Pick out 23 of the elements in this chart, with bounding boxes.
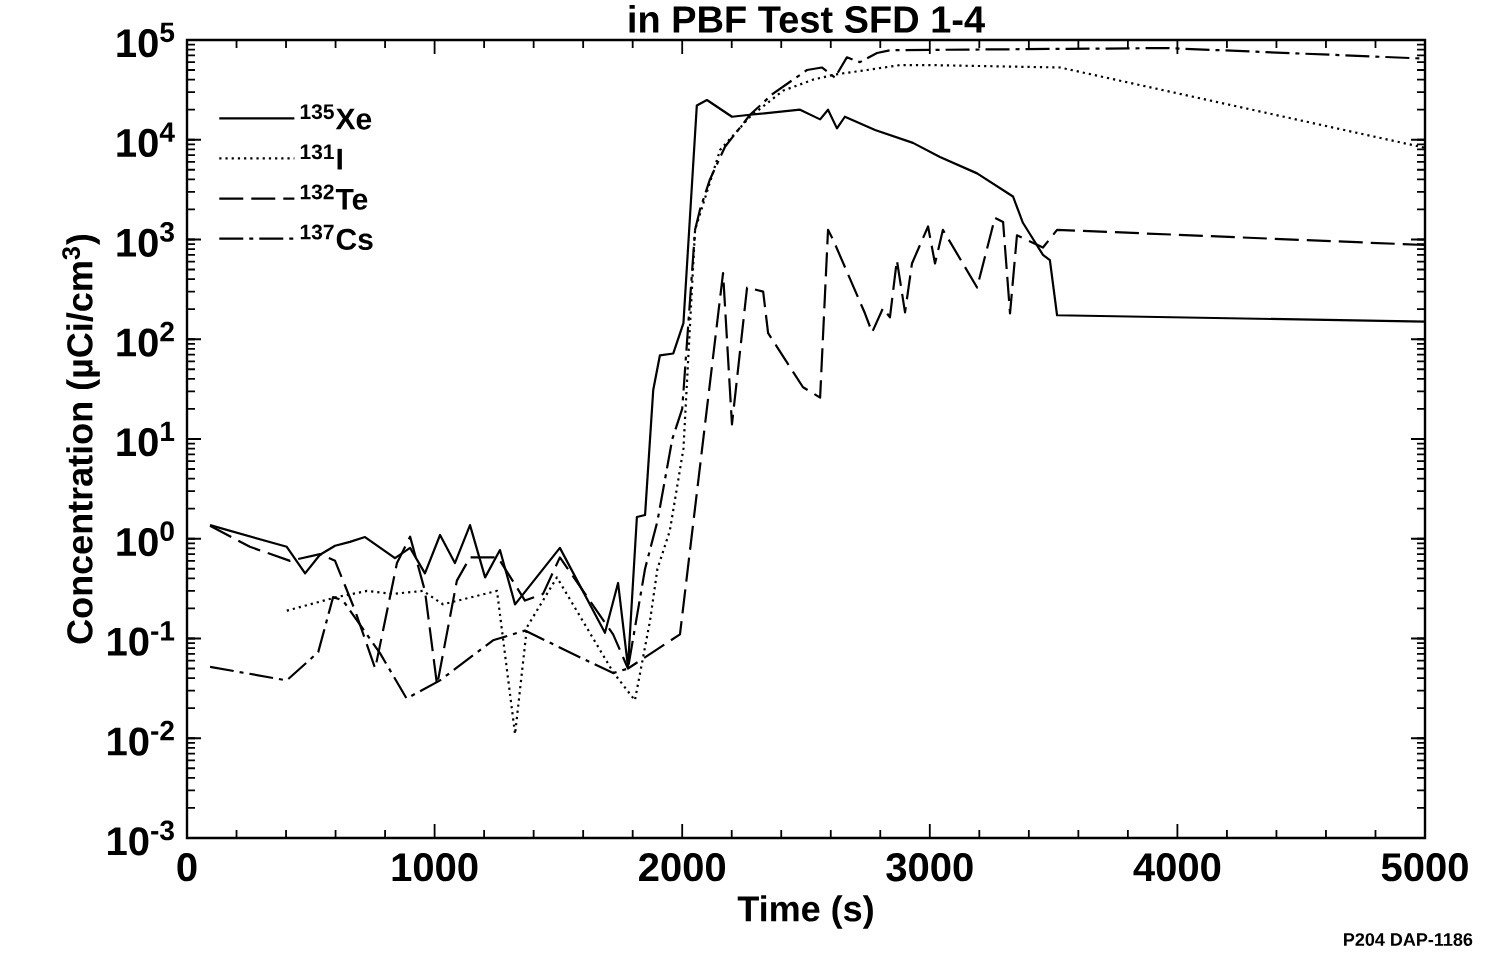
legend-label: $^{137}$Cs — [300, 224, 373, 250]
y-tick-label: 10$^{5}$ — [117, 22, 175, 58]
x-tick-label: 2000 — [639, 853, 726, 882]
legend-label: $^{132}$Te — [300, 184, 368, 210]
y-tick-label: 10$^{2}$ — [117, 321, 174, 357]
x-axis-title: Time (s) — [737, 895, 873, 929]
y-tick-label: 10$^{0}$ — [117, 521, 174, 557]
y-tick-label: 10$^{-1}$ — [108, 621, 175, 656]
y-axis-title: Concentration (µCi/cm$^{3}$) — [62, 234, 100, 644]
y-tick-label: 10$^{3}$ — [117, 221, 174, 257]
y-tick-label: 10$^{-2}$ — [108, 720, 174, 756]
chart-title: in PBF Test SFD 1-4 — [629, 5, 985, 33]
text: P204 DAP-1186 — [1344, 933, 1473, 946]
legend-label: $^{135}$Xe — [300, 104, 372, 130]
legend-label: $^{131}$I — [300, 144, 342, 170]
x-tick-label: 0 — [177, 853, 197, 882]
x-tick-label: 4000 — [1133, 853, 1221, 882]
x-tick-label: 1000 — [392, 853, 478, 882]
y-tick-label: 10$^{1}$ — [117, 421, 175, 457]
x-tick-label: 5000 — [1381, 853, 1468, 882]
y-tick-label: 10$^{-3}$ — [108, 820, 174, 856]
y-tick-label: 10$^{4}$ — [117, 122, 175, 158]
x-tick-label: 3000 — [886, 853, 973, 882]
